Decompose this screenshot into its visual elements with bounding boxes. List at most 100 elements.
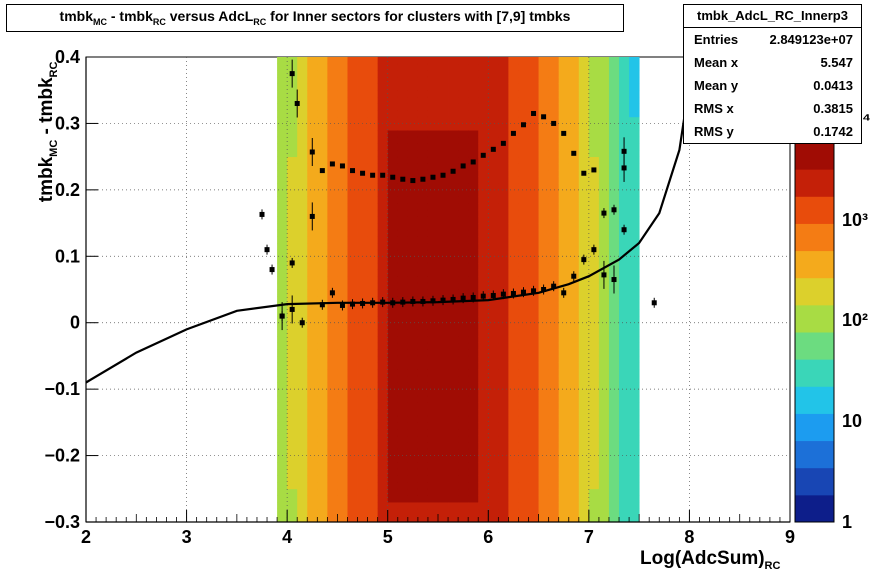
heatmap-cell <box>508 90 519 98</box>
heatmap-cell <box>548 515 560 523</box>
heatmap-cell <box>578 143 590 151</box>
heatmap-cell <box>337 57 348 65</box>
heatmap-cell <box>619 355 630 363</box>
heatmap-cell <box>407 448 419 456</box>
heatmap-cell <box>357 462 368 470</box>
heatmap-cell <box>548 296 560 304</box>
heatmap-cell <box>619 123 630 131</box>
heatmap-cell <box>498 136 509 144</box>
heatmap-cell <box>407 216 419 224</box>
heatmap-cell <box>558 103 570 111</box>
heatmap-cell <box>548 256 560 264</box>
heatmap-cell <box>448 103 459 111</box>
heatmap-cell <box>427 103 439 111</box>
heatmap-cell <box>377 183 389 191</box>
heatmap-cell <box>508 70 519 78</box>
heatmap-cell <box>277 156 288 164</box>
heatmap-cell <box>508 243 519 251</box>
heatmap-cell <box>277 435 288 443</box>
heatmap-cell <box>397 96 409 104</box>
heatmap-cell <box>448 249 459 257</box>
heatmap-cell <box>548 495 560 503</box>
heatmap-cell <box>629 216 640 224</box>
heatmap-cell <box>578 395 590 403</box>
heatmap-cell <box>347 342 358 350</box>
heatmap-cell <box>619 502 630 510</box>
heatmap-cell <box>568 475 580 483</box>
heatmap-cell <box>417 63 429 71</box>
heatmap-cell <box>538 103 550 111</box>
heatmap-cell <box>558 116 570 124</box>
heatmap-cell <box>317 196 328 204</box>
heatmap-cell <box>498 409 509 417</box>
heatmap-cell <box>287 289 298 297</box>
heatmap-cell <box>588 488 600 496</box>
heatmap-cell <box>387 209 399 217</box>
heatmap-cell <box>377 63 389 71</box>
heatmap-cell <box>347 448 358 456</box>
peak-point <box>360 170 366 176</box>
heatmap-cell <box>317 468 328 476</box>
heatmap-cell <box>287 322 298 330</box>
heatmap-cell <box>588 236 600 244</box>
heatmap-cell <box>357 223 368 231</box>
heatmap-cell <box>317 143 328 151</box>
heatmap-cell <box>538 442 550 450</box>
heatmap-cell <box>307 395 318 403</box>
heatmap-cell <box>317 336 328 344</box>
heatmap-cell <box>558 495 570 503</box>
heatmap-cell <box>307 236 318 244</box>
heatmap-cell <box>337 156 348 164</box>
heatmap-cell <box>508 236 519 244</box>
heatmap-cell <box>317 442 328 450</box>
heatmap-cell <box>287 236 298 244</box>
heatmap-cell <box>558 435 570 443</box>
heatmap-cell <box>297 329 308 337</box>
heatmap-cell <box>448 70 459 78</box>
heatmap-cell <box>548 482 560 490</box>
heatmap-cell <box>397 482 409 490</box>
heatmap-cell <box>548 382 560 390</box>
heatmap-cell <box>397 116 409 124</box>
heatmap-cell <box>407 369 419 377</box>
heatmap-cell <box>498 83 509 91</box>
heatmap-cell <box>508 349 519 357</box>
heatmap-cell <box>458 229 469 237</box>
color-scale-swatch <box>795 196 834 224</box>
heatmap-cell <box>297 249 308 257</box>
heatmap-cell <box>357 455 368 463</box>
heatmap-cell <box>528 83 539 91</box>
heatmap-cell <box>498 362 509 370</box>
heatmap-cell <box>518 322 529 330</box>
heatmap-cell <box>427 123 439 131</box>
heatmap-cell <box>337 103 348 111</box>
heatmap-cell <box>619 515 630 523</box>
heatmap-cell <box>588 223 600 231</box>
heatmap-cell <box>518 355 529 363</box>
heatmap-cell <box>538 76 550 84</box>
heatmap-cell <box>488 83 499 91</box>
heatmap-cell <box>619 209 630 217</box>
heatmap-cell <box>397 163 409 171</box>
heatmap-cell <box>598 57 610 65</box>
heatmap-cell <box>468 150 479 158</box>
heatmap-cell <box>307 243 318 251</box>
heatmap-cell <box>407 150 419 158</box>
heatmap-cell <box>568 256 580 264</box>
heatmap-cell <box>548 289 560 297</box>
heatmap-cell <box>327 216 338 224</box>
heatmap-cell <box>387 382 399 390</box>
heatmap-cell <box>588 296 600 304</box>
heatmap-cell <box>407 130 419 138</box>
heatmap-cell <box>277 136 288 144</box>
heatmap-cell <box>608 296 620 304</box>
heatmap-cell <box>629 468 640 476</box>
heatmap-cell <box>478 455 489 463</box>
heatmap-cell <box>407 249 419 257</box>
heatmap-cell <box>347 415 358 423</box>
heatmap-cell <box>387 116 399 124</box>
heatmap-cell <box>498 382 509 390</box>
heatmap-cell <box>337 209 348 217</box>
mean-point <box>264 247 270 253</box>
heatmap-cell <box>598 296 610 304</box>
